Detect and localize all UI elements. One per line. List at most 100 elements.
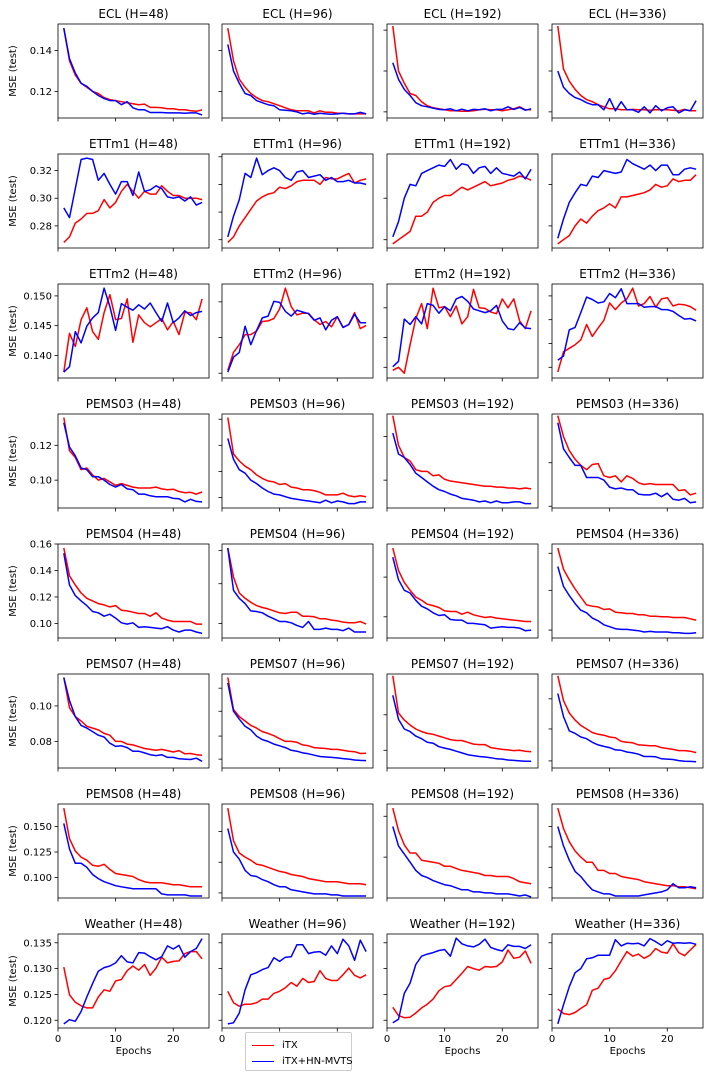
series-line-itx	[63, 677, 203, 756]
subplot: ETTm2 (H=96)	[218, 267, 374, 382]
subplot-title: PEMS08 (H=48)	[86, 787, 182, 801]
subplot-title: ETTm1 (H=48)	[89, 137, 178, 151]
subplot: ETTm2 (H=192)	[383, 267, 539, 382]
series-line-itx	[392, 287, 532, 374]
axes-frame	[221, 803, 374, 899]
subplot-title: PEMS07 (H=48)	[86, 657, 182, 671]
subplot-title: PEMS08 (H=192)	[411, 787, 514, 801]
series-line-itx-hn-mvts	[63, 422, 203, 503]
y-axis-label: MSE (test)	[8, 435, 19, 487]
subplot-title: PEMS07 (H=336)	[576, 657, 679, 671]
series-line-itx	[392, 675, 532, 753]
axes-frame	[57, 803, 210, 899]
series-line-itx	[557, 943, 697, 1016]
series-line-itx-hn-mvts	[557, 70, 697, 114]
axes-frame	[386, 673, 539, 769]
legend-item-itx-hn-mvts: iTX+HN-MVTS	[252, 1054, 353, 1068]
series-line-itx-hn-mvts	[392, 826, 532, 898]
subplot: Weather (H=48) 0.120 0.125 0.130 0.135 0 10 20 E…	[8, 917, 210, 1057]
series-line-itx	[392, 25, 532, 113]
subplot: ETTm1 (H=48) 0.28 0.30 0.32 MSE (test)	[8, 137, 210, 252]
y-tick-label: 0.125	[23, 990, 52, 1001]
subplot-title: ETTm2 (H=336)	[579, 267, 676, 281]
subplot-title: Weather (H=96)	[248, 917, 346, 931]
y-axis-label: MSE (test)	[8, 825, 19, 877]
series-line-itx	[557, 675, 697, 754]
legend-item-itx: iTX	[252, 1038, 298, 1052]
series-line-itx	[392, 949, 532, 1019]
series-line-itx	[392, 175, 532, 245]
subplot-title: ECL (H=96)	[262, 7, 332, 21]
x-tick-label: 10	[109, 1034, 122, 1045]
axes-frame	[386, 803, 539, 899]
subplot: PEMS07 (H=96)	[218, 657, 374, 772]
subplot-title: Weather (H=192)	[410, 917, 516, 931]
axes-frame	[386, 413, 539, 509]
axes-frame	[221, 543, 374, 639]
subplot: PEMS08 (H=336)	[548, 787, 704, 902]
subplot-title: ECL (H=48)	[98, 7, 168, 21]
series-line-itx	[63, 183, 203, 244]
subplot: PEMS08 (H=192)	[383, 787, 539, 902]
axes-frame	[551, 23, 704, 119]
y-tick-label: 0.130	[23, 964, 52, 975]
y-tick-label: 0.140	[23, 351, 52, 362]
x-tick-label: 10	[438, 1034, 451, 1045]
subplot-title: PEMS07 (H=96)	[250, 657, 346, 671]
axes-frame	[57, 933, 210, 1029]
series-line-itx	[227, 287, 367, 371]
series-line-itx-hn-mvts	[392, 557, 532, 632]
series-line-itx-hn-mvts	[557, 693, 697, 763]
subplot: PEMS03 (H=96)	[218, 397, 374, 512]
series-line-itx-hn-mvts	[63, 938, 203, 1025]
subplot-title: ECL (H=336)	[589, 7, 667, 21]
x-axis-label: Epochs	[610, 1046, 646, 1057]
series-line-itx-hn-mvts	[557, 288, 697, 361]
series-line-itx	[227, 172, 367, 244]
series-line-itx	[557, 807, 697, 890]
series-line-itx-hn-mvts	[227, 300, 367, 373]
legend-label: iTX+HN-MVTS	[282, 1055, 353, 1067]
axes-frame	[551, 153, 704, 249]
axes-frame	[551, 543, 704, 639]
series-line-itx-hn-mvts	[557, 826, 697, 897]
axes-frame	[551, 673, 704, 769]
subplot: ECL (H=48) 0.12 0.14 MSE (test)	[8, 7, 210, 122]
series-line-itx	[227, 547, 367, 625]
subplot-title: ECL (H=192)	[424, 7, 502, 21]
y-axis-label: MSE (test)	[8, 695, 19, 747]
axes-frame	[57, 413, 210, 509]
axes-frame	[551, 933, 704, 1029]
axes-frame	[221, 23, 374, 119]
series-line-itx-hn-mvts	[227, 938, 367, 1025]
subplot: ECL (H=96)	[218, 7, 374, 122]
axes-frame	[386, 283, 539, 379]
subplot: ETTm2 (H=336)	[548, 267, 704, 382]
subplot-title: PEMS03 (H=96)	[250, 397, 346, 411]
series-line-itx-hn-mvts	[392, 695, 532, 763]
subplot-title: ETTm1 (H=336)	[579, 137, 676, 151]
subplot: PEMS07 (H=192)	[383, 657, 539, 772]
y-tick-label: 0.08	[30, 737, 52, 748]
subplot-title: PEMS07 (H=192)	[411, 657, 514, 671]
subplot-title: PEMS04 (H=336)	[576, 527, 679, 541]
series-line-itx-hn-mvts	[63, 677, 203, 762]
series-line-itx	[63, 547, 203, 625]
series-line-itx-hn-mvts	[63, 27, 203, 116]
subplot-title: Weather (H=48)	[84, 917, 182, 931]
series-line-itx	[392, 807, 532, 885]
subplot-title: PEMS04 (H=96)	[250, 527, 346, 541]
subplot-title: ETTm1 (H=192)	[414, 137, 511, 151]
y-tick-label: 0.14	[30, 566, 52, 577]
series-line-itx-hn-mvts	[227, 157, 367, 238]
x-tick-label: 20	[167, 1034, 180, 1045]
subplot: PEMS08 (H=96)	[218, 787, 374, 902]
series-line-itx-hn-mvts	[63, 823, 203, 897]
subplot: Weather (H=192) 0 10 20 Epochs	[383, 917, 539, 1057]
axes-frame	[386, 543, 539, 639]
x-tick-label: 0	[55, 1034, 61, 1045]
x-tick-label: 20	[661, 1034, 674, 1045]
series-line-itx-hn-mvts	[392, 432, 532, 505]
subplot: PEMS07 (H=336)	[548, 657, 704, 772]
y-tick-label: 0.100	[23, 873, 52, 884]
